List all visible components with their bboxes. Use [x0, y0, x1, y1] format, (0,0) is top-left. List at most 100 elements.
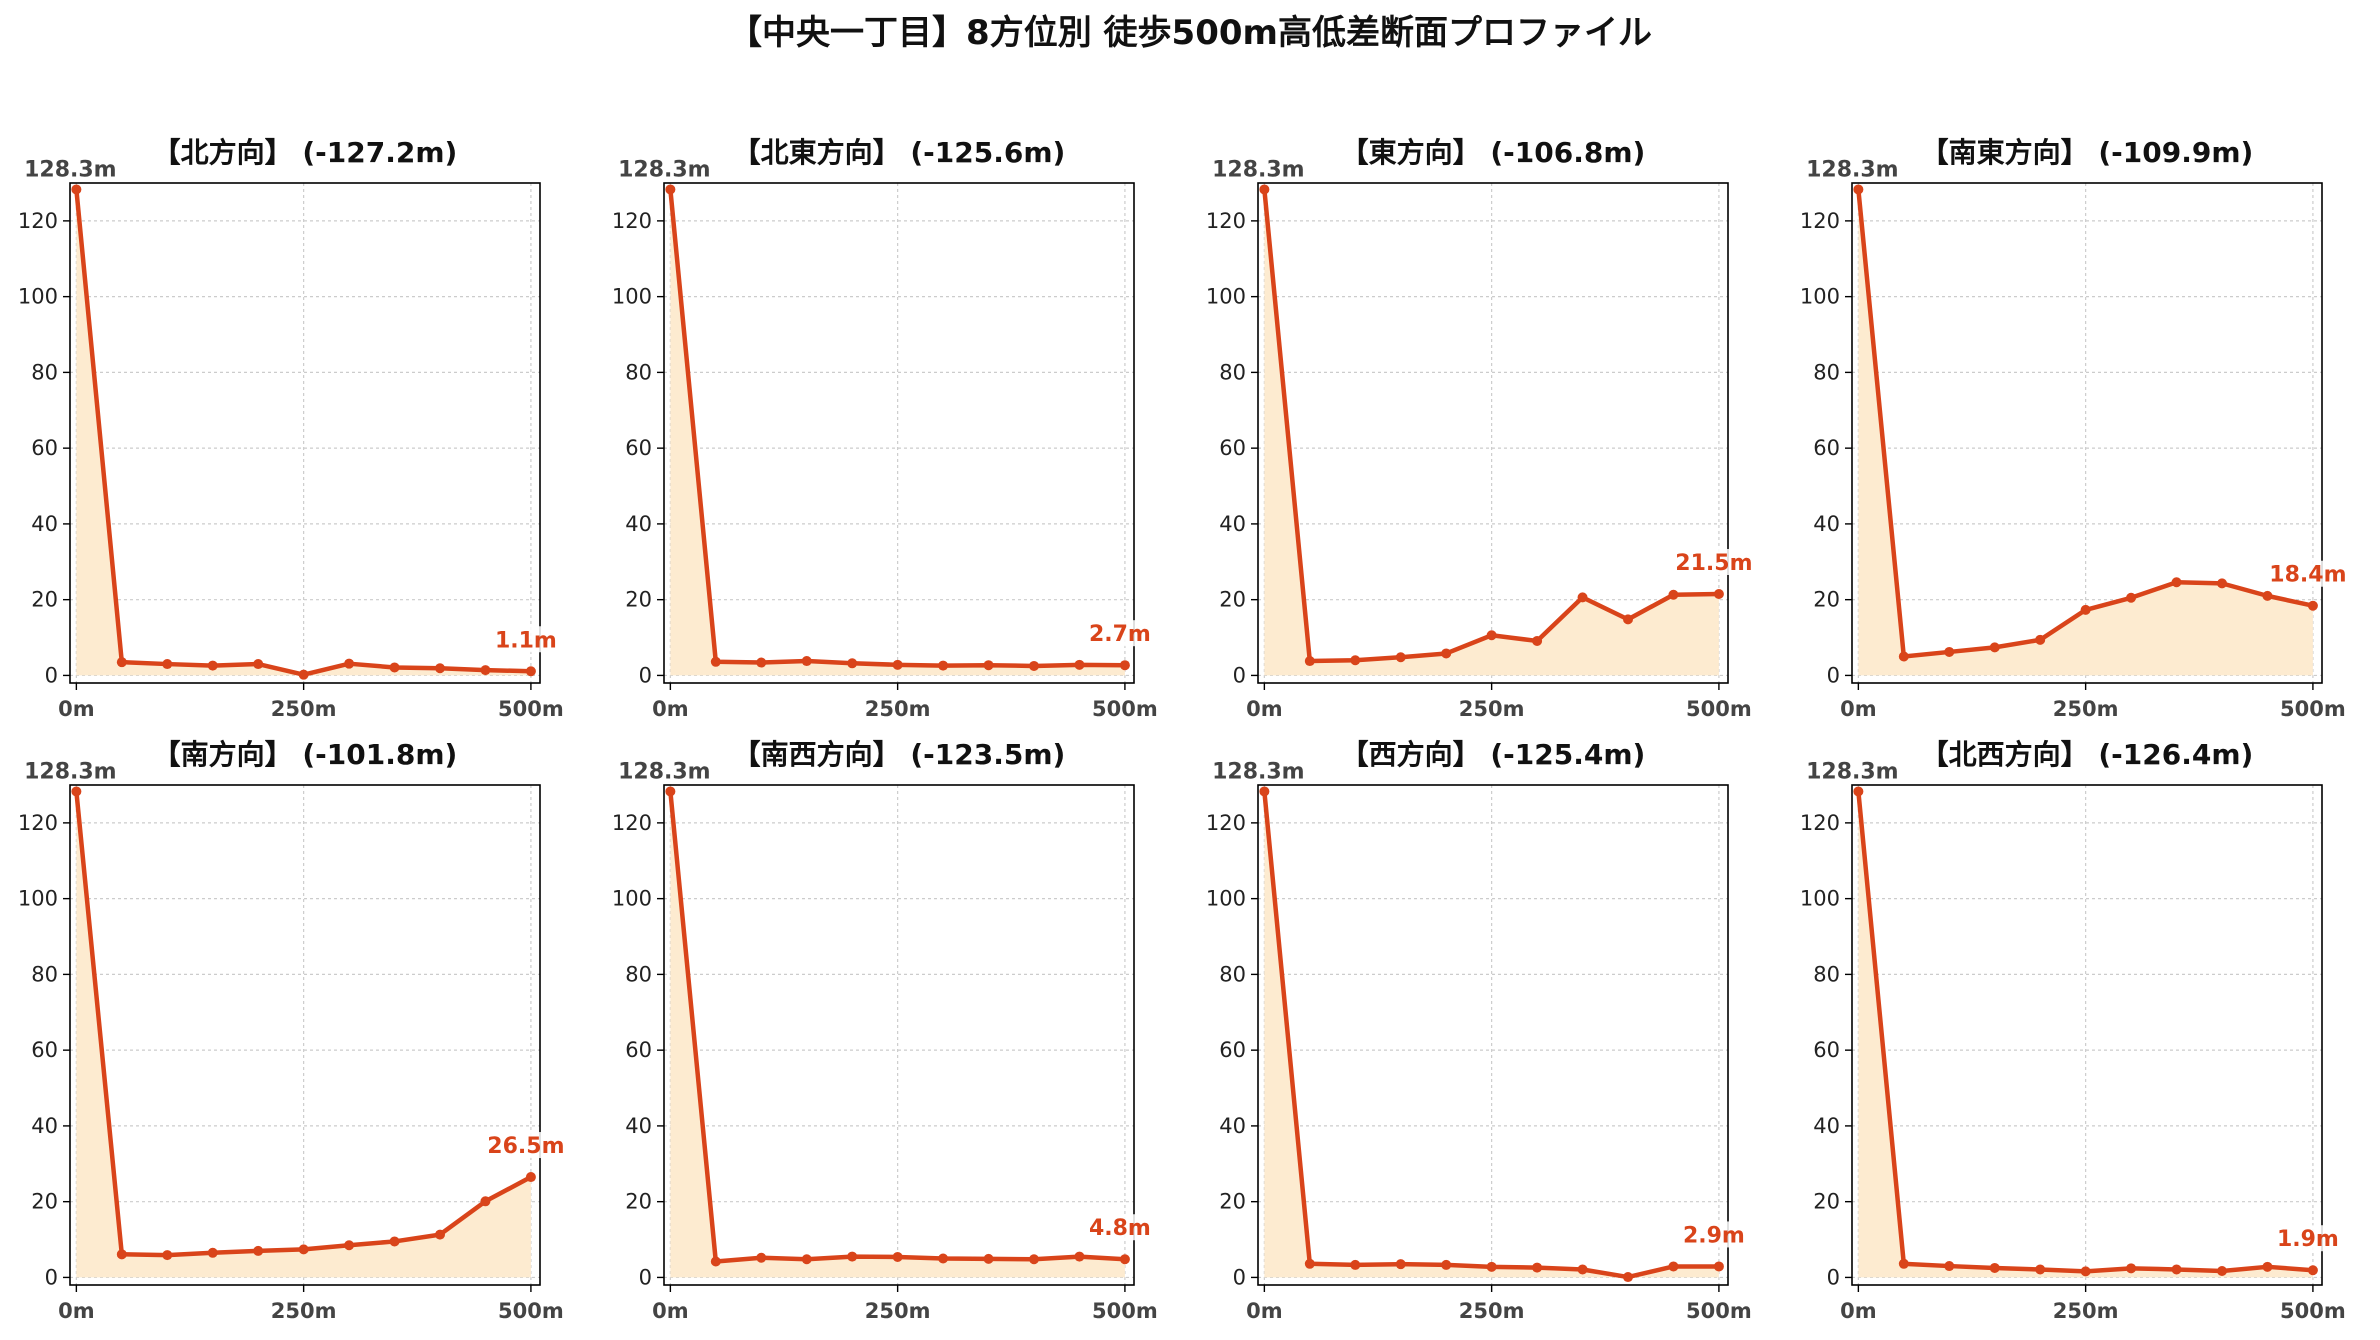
data-point [1441, 1259, 1452, 1270]
x-tick-label: 500m [1686, 1299, 1752, 1323]
y-tick-label: 40 [1813, 512, 1840, 536]
y-tick-label: 60 [1813, 1038, 1840, 1062]
y-tick-label: 100 [1206, 285, 1246, 309]
data-point [710, 656, 721, 667]
start-label: 128.3m [618, 157, 711, 182]
y-tick-label: 20 [625, 1190, 652, 1214]
y-tick-label: 60 [1813, 436, 1840, 460]
data-point [1029, 1254, 1039, 1265]
end-label: 26.5m [487, 1134, 564, 1159]
y-tick-label: 120 [18, 209, 58, 233]
data-point [2262, 1261, 2273, 1272]
data-point [2307, 1265, 2318, 1276]
y-tick-label: 100 [612, 285, 652, 309]
y-tick-label: 40 [1219, 512, 1246, 536]
y-tick-label: 20 [1219, 1190, 1246, 1214]
y-tick-label: 40 [31, 512, 58, 536]
y-tick-label: 120 [18, 811, 58, 835]
end-label: 21.5m [1675, 551, 1752, 576]
panel-5: 0 20 40 60 80 100 120 0m 250m 500m 【南西方向】 (-123.5m… [612, 738, 1158, 1323]
data-point [1119, 660, 1130, 671]
start-label: 128.3m [24, 759, 117, 784]
x-tick-label: 250m [271, 697, 337, 721]
x-tick-label: 0m [1246, 1299, 1283, 1323]
data-point [253, 1245, 264, 1256]
series-line [668, 189, 1125, 669]
panels: 0 20 40 60 80 100 120 0m 250m 500m 【北方向】 (-127.2m)… [18, 136, 2347, 1323]
y-tick-label: 120 [612, 209, 652, 233]
x-tick-label: 250m [865, 1299, 931, 1323]
y-tick-label: 120 [612, 811, 652, 835]
panel-2: 0 20 40 60 80 100 120 0m 250m 500m 【東方向】 (-106.8m)… [1206, 136, 1753, 721]
plot-frame [663, 784, 1135, 1286]
data-point [480, 665, 491, 676]
y-tick-label: 100 [1206, 887, 1246, 911]
x-tick-label: 250m [1459, 697, 1525, 721]
data-point [801, 1254, 812, 1265]
start-label-bg [616, 155, 713, 182]
y-tick-label: 120 [1800, 811, 1840, 835]
y-tick-label: 20 [1219, 588, 1246, 612]
y-tick-label: 120 [1206, 811, 1246, 835]
y-tick-label: 100 [18, 887, 58, 911]
data-point [253, 659, 264, 670]
start-label-bg [1210, 757, 1307, 784]
y-tick-label: 20 [31, 1190, 58, 1214]
data-point [298, 1244, 309, 1255]
y-tick-label: 0 [1233, 663, 1246, 687]
plot-frame [69, 182, 541, 684]
data-point [1713, 588, 1724, 599]
area-fill [76, 791, 531, 1278]
y-tick-label: 80 [1219, 360, 1246, 384]
x-tick-label: 500m [1092, 1299, 1158, 1323]
y-tick-label: 60 [625, 1038, 652, 1062]
y-tick-label: 40 [625, 1114, 652, 1138]
start-label-bg [22, 757, 119, 784]
data-point [1119, 1254, 1130, 1265]
x-tick-label: 500m [2280, 697, 2346, 721]
x-tick-label: 500m [498, 697, 564, 721]
data-point [847, 658, 858, 669]
data-point [2262, 590, 2273, 601]
panel-title: 【北方向】 (-127.2m) [153, 136, 458, 169]
plot-frame [1257, 784, 1729, 1286]
x-tick-label: 0m [652, 697, 689, 721]
data-point [1074, 659, 1085, 670]
panel-4: 0 20 40 60 80 100 120 0m 250m 500m 【南方向】 (-101.8m)… [18, 738, 565, 1323]
start-label: 128.3m [1212, 759, 1305, 784]
y-tick-label: 100 [1800, 887, 1840, 911]
x-tick-label: 0m [1840, 1299, 1877, 1323]
start-label-bg [1210, 155, 1307, 182]
data-point [525, 666, 536, 677]
data-point [1350, 1259, 1361, 1270]
panel-title: 【西方向】 (-125.4m) [1341, 738, 1646, 771]
start-label: 128.3m [1806, 759, 1899, 784]
data-point [2217, 578, 2227, 589]
y-tick-label: 80 [1219, 962, 1246, 986]
end-label: 1.9m [2277, 1227, 2339, 1252]
end-label: 2.9m [1683, 1223, 1745, 1248]
data-point [71, 184, 82, 195]
data-point [344, 1240, 355, 1251]
data-point [1944, 1261, 1955, 1272]
end-label-bg [1674, 548, 1751, 575]
data-point [983, 1253, 994, 1264]
data-point [938, 660, 949, 671]
plot-frame [1851, 182, 2323, 684]
data-point [1668, 589, 1679, 600]
data-point [298, 669, 309, 680]
y-tick-label: 20 [1813, 588, 1840, 612]
start-label-bg [1804, 155, 1901, 182]
data-point [207, 660, 218, 671]
end-label-bg [2268, 560, 2345, 587]
y-tick-label: 40 [1813, 1114, 1840, 1138]
data-point [1441, 648, 1452, 659]
end-label: 1.1m [495, 628, 557, 653]
start-label-bg [22, 155, 119, 182]
y-tick-label: 60 [31, 1038, 58, 1062]
end-label: 4.8m [1089, 1216, 1151, 1241]
x-tick-label: 500m [2280, 1299, 2346, 1323]
data-point [1713, 1261, 1724, 1272]
y-tick-label: 0 [639, 1265, 652, 1289]
